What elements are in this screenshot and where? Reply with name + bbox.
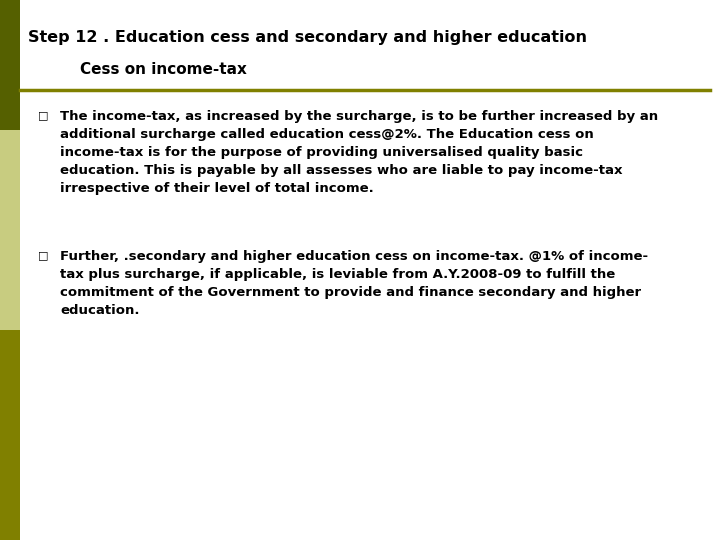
Text: income-tax is for the purpose of providing universalised quality basic: income-tax is for the purpose of providi… (60, 146, 583, 159)
Text: Further, .secondary and higher education cess on income-tax. @1% of income-: Further, .secondary and higher education… (60, 250, 648, 263)
Text: □: □ (38, 250, 49, 260)
Text: The income-tax, as increased by the surcharge, is to be further increased by an: The income-tax, as increased by the surc… (60, 110, 658, 123)
Bar (0, 330, 20, 540)
Text: □: □ (38, 110, 49, 120)
Text: commitment of the Government to provide and finance secondary and higher: commitment of the Government to provide … (60, 286, 642, 299)
Text: additional surcharge called education cess@2%. The Education cess on: additional surcharge called education ce… (60, 128, 594, 141)
Text: Step 12 . Education cess and secondary and higher education: Step 12 . Education cess and secondary a… (28, 30, 588, 45)
Bar (0, 0, 20, 130)
Text: education. This is payable by all assesses who are liable to pay income-tax: education. This is payable by all assess… (60, 164, 623, 177)
Text: education.: education. (60, 304, 140, 317)
Text: tax plus surcharge, if applicable, is leviable from A.Y.2008-09 to fulfill the: tax plus surcharge, if applicable, is le… (60, 268, 616, 281)
Text: irrespective of their level of total income.: irrespective of their level of total inc… (60, 182, 374, 195)
Bar (0, 130, 20, 330)
Text: Cess on income-tax: Cess on income-tax (80, 62, 247, 77)
